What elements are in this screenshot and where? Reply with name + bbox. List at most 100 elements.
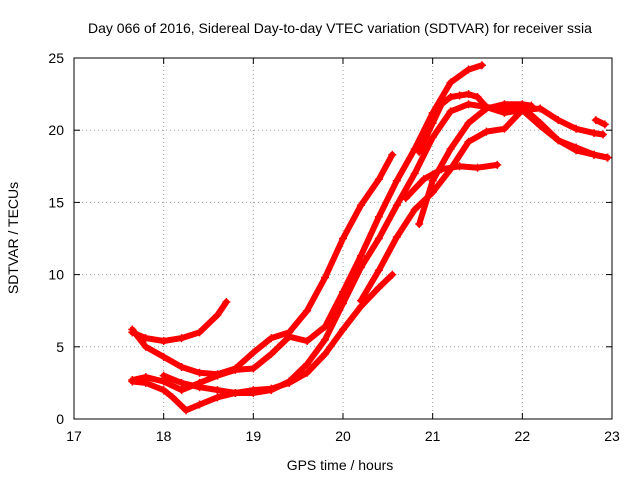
data-point-marker [213, 371, 222, 380]
data-point-marker [356, 251, 365, 260]
data-point-marker [231, 365, 240, 374]
series-line [129, 151, 396, 378]
data-point-marker [267, 350, 276, 359]
data-point-marker [356, 263, 365, 272]
data-point-marker [356, 201, 365, 210]
x-tick-label: 20 [335, 428, 351, 444]
data-point-marker [437, 100, 446, 109]
data-point-marker [285, 377, 294, 386]
data-point-marker [428, 118, 437, 127]
data-point-marker [464, 118, 473, 127]
data-point-marker [446, 107, 455, 116]
data-point-marker [249, 364, 258, 373]
data-point-marker [141, 342, 150, 351]
x-tick-label: 18 [156, 428, 172, 444]
data-point-marker [195, 400, 204, 409]
y-tick-label: 5 [56, 339, 64, 355]
data-point-marker [321, 322, 330, 331]
chart-title: Day 066 of 2016, Sidereal Day-to-day VTE… [88, 20, 592, 36]
data-point-marker [303, 306, 312, 315]
data-point-marker [321, 350, 330, 359]
data-point-marker [455, 162, 464, 171]
data-point-marker [128, 377, 137, 386]
data-point-marker [374, 266, 383, 275]
data-point-marker [464, 100, 473, 109]
data-point-marker [392, 176, 401, 185]
data-point-marker [410, 205, 419, 214]
data-point-marker [339, 325, 347, 334]
data-point-marker [195, 328, 204, 337]
data-point-marker [428, 176, 437, 185]
data-point-marker [493, 160, 502, 169]
data-point-marker [536, 121, 545, 130]
data-point-marker [518, 105, 527, 114]
series-markers [128, 61, 486, 395]
tick-layer: 17 18 19 20 21 22 23 0 5 10 15 20 25 [48, 50, 620, 444]
data-point-marker [477, 61, 486, 70]
data-point-marker [249, 389, 258, 398]
data-point-marker [159, 386, 168, 395]
data-point-marker [415, 147, 424, 156]
data-point-marker [321, 273, 330, 282]
data-point-marker [213, 386, 222, 395]
data-point-marker [222, 298, 231, 307]
data-point-marker [446, 92, 455, 101]
data-point-marker [410, 169, 419, 178]
data-point-marker [464, 137, 473, 146]
data-point-marker [195, 368, 204, 377]
data-point-marker [590, 150, 599, 159]
data-point-marker [321, 335, 330, 344]
y-tick-label: 10 [48, 267, 64, 283]
data-point-marker [128, 325, 137, 334]
data-point-marker [267, 386, 276, 395]
x-tick-label: 19 [246, 428, 262, 444]
data-point-marker [554, 116, 563, 125]
series-layer [128, 61, 612, 415]
data-point-marker [303, 368, 312, 377]
data-point-marker [159, 371, 168, 380]
data-point-marker [415, 220, 424, 229]
data-point-marker [591, 116, 600, 125]
x-tick-label: 21 [425, 428, 441, 444]
data-point-marker [388, 270, 397, 279]
data-point-marker [374, 234, 383, 243]
data-point-marker [482, 103, 491, 112]
series-line [160, 101, 611, 396]
data-point-marker [464, 90, 473, 99]
x-axis-label: GPS time / hours [287, 457, 394, 473]
data-point-marker [392, 201, 401, 210]
data-point-marker [177, 363, 186, 372]
data-point-marker [500, 108, 509, 117]
series-markers [415, 90, 612, 162]
data-point-marker [159, 337, 168, 346]
data-point-marker [168, 393, 177, 402]
data-point-marker [455, 91, 464, 100]
data-point-marker [572, 124, 581, 133]
data-point-marker [500, 124, 509, 133]
y-tick-label: 0 [56, 411, 64, 427]
series-markers [128, 150, 397, 379]
data-point-marker [527, 101, 536, 110]
series-markers [128, 298, 231, 346]
data-point-marker [195, 383, 204, 392]
data-point-marker [249, 348, 258, 357]
data-point-marker [141, 378, 150, 387]
data-point-marker [267, 334, 276, 343]
series-markers [159, 100, 612, 398]
data-point-marker [482, 127, 491, 136]
data-point-marker [419, 175, 428, 184]
data-point-marker [339, 299, 347, 308]
data-point-marker [182, 406, 191, 415]
data-point-marker [285, 332, 294, 341]
data-point-marker [303, 360, 312, 369]
data-point-marker [428, 133, 437, 142]
x-tick-label: 22 [515, 428, 531, 444]
data-point-marker [374, 212, 383, 221]
data-point-marker [500, 100, 509, 109]
data-point-marker [177, 386, 186, 395]
data-point-marker [590, 129, 599, 138]
data-point-marker [473, 163, 482, 172]
data-point-marker [536, 104, 545, 113]
data-point-marker [374, 175, 383, 184]
